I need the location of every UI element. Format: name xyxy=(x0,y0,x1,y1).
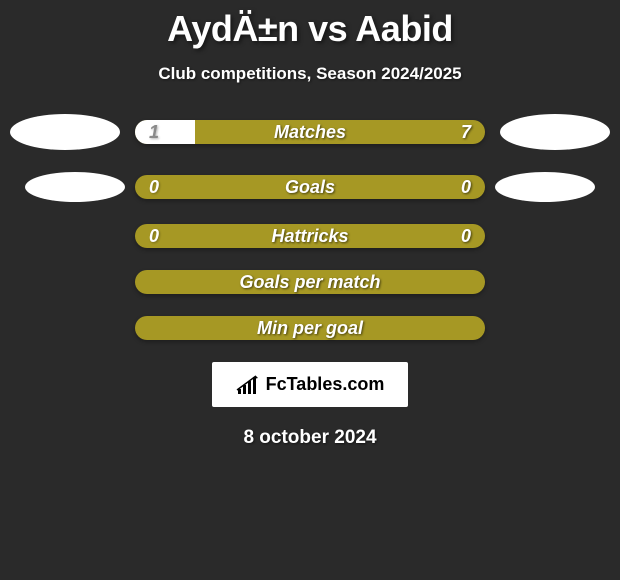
player-left-avatar-small xyxy=(25,172,125,202)
stat-label: Goals per match xyxy=(239,272,380,293)
logo-text: FcTables.com xyxy=(266,374,385,395)
date-text: 8 october 2024 xyxy=(0,427,620,449)
stat-bar-mpg: Min per goal xyxy=(135,316,485,340)
stat-value-left: 0 xyxy=(149,226,159,247)
logo-box[interactable]: FcTables.com xyxy=(212,362,409,407)
stat-value-left: 1 xyxy=(149,122,159,143)
stat-row-hattricks: 0 Hattricks 0 xyxy=(0,224,620,248)
stat-row-mpg: Min per goal xyxy=(0,316,620,340)
player-left-avatar xyxy=(10,114,120,150)
player-right-avatar xyxy=(500,114,610,150)
stat-row-gpm: Goals per match xyxy=(0,270,620,294)
stat-value-left: 0 xyxy=(149,177,159,198)
stat-bar-goals: 0 Goals 0 xyxy=(135,175,485,199)
stat-value-right: 0 xyxy=(461,177,471,198)
stat-bar-hattricks: 0 Hattricks 0 xyxy=(135,224,485,248)
stat-label: Matches xyxy=(274,122,346,143)
stat-label: Min per goal xyxy=(257,318,363,339)
stat-fill-left xyxy=(135,120,195,144)
stat-row-matches: 1 Matches 7 xyxy=(0,114,620,150)
logo-container: FcTables.com xyxy=(0,362,620,407)
stat-value-right: 0 xyxy=(461,226,471,247)
stat-bar-gpm: Goals per match xyxy=(135,270,485,294)
stat-row-goals: 0 Goals 0 xyxy=(0,172,620,202)
stat-label: Goals xyxy=(285,177,335,198)
bar-chart-icon xyxy=(236,375,260,395)
page-subtitle: Club competitions, Season 2024/2025 xyxy=(0,64,620,114)
stat-value-right: 7 xyxy=(461,122,471,143)
stat-bar-matches: 1 Matches 7 xyxy=(135,120,485,144)
player-right-avatar-small xyxy=(495,172,595,202)
main-container: AydÄ±n vs Aabid Club competitions, Seaso… xyxy=(0,0,620,449)
stat-label: Hattricks xyxy=(271,226,348,247)
page-title: AydÄ±n vs Aabid xyxy=(0,0,620,64)
